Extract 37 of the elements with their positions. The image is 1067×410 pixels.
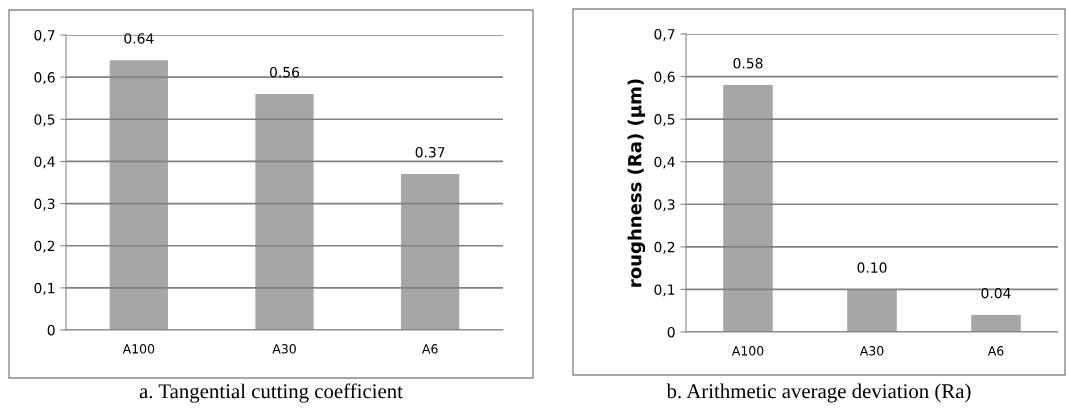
text: b. Arithmetic average deviation (Ra) [666, 383, 971, 403]
y-tick-label: 0 [47, 324, 55, 336]
y-tick-label: 0,5 [654, 114, 675, 127]
data-label: 0.37 [415, 146, 445, 158]
y-tick-label: 0,6 [654, 71, 675, 84]
y-tick-label: 0,1 [34, 282, 55, 295]
y-tick-label: 0 [667, 326, 675, 338]
y-tick-label: 0,4 [654, 156, 675, 169]
y-tick-label: 0,7 [34, 29, 55, 42]
y-tick-label: 0,1 [654, 284, 675, 297]
x-tick-label: A6 [987, 346, 1004, 356]
bar [255, 94, 314, 330]
data-label: 0.10 [857, 262, 887, 273]
data-label: 0.64 [124, 33, 154, 44]
x-tick-label: A6 [422, 344, 438, 354]
y-tick-label: 0,3 [34, 198, 55, 211]
y-tick-label: 0,3 [654, 199, 675, 212]
x-tick-label: A100 [731, 346, 764, 356]
x-tick-label: A100 [122, 344, 155, 354]
y-tick-label: 0,6 [34, 72, 55, 85]
data-label: 0.58 [733, 58, 763, 69]
y-tick-label: 0,2 [34, 240, 55, 253]
bar [401, 174, 460, 330]
text: a. Tangential cutting coefficient [139, 383, 403, 403]
y-tick-label: 0,5 [34, 114, 55, 127]
bar [971, 314, 1021, 332]
data-label: 0.56 [269, 66, 300, 78]
bar [109, 60, 168, 330]
bar [723, 85, 773, 332]
bar [847, 289, 897, 332]
data-label: 0.04 [981, 287, 1011, 299]
x-tick-label: A30 [272, 344, 296, 354]
y-tick-label: 0,4 [34, 156, 55, 169]
y-tick-label: 0,2 [654, 241, 675, 254]
y-tick-label: 0,7 [654, 28, 675, 41]
x-tick-label: A30 [859, 346, 884, 356]
y-axis-title: roughness (Ra) (μm) [627, 79, 646, 287]
